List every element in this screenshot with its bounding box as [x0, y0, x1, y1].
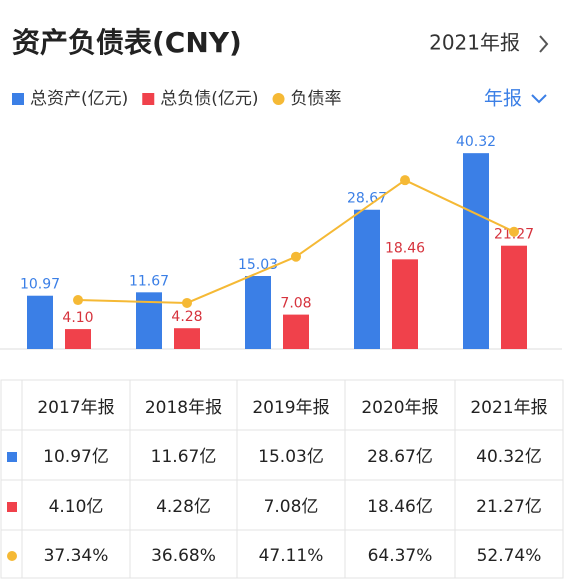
dropdown-icon[interactable]	[531, 94, 547, 104]
ratio-point	[182, 297, 192, 308]
bar	[65, 329, 91, 349]
legend-label: 负债率	[291, 89, 342, 109]
table-cell: 47.11%	[259, 546, 324, 566]
value-label: 7.08	[280, 296, 311, 312]
table-cell: 64.37%	[368, 546, 433, 566]
legend-swatch	[272, 93, 285, 105]
ratio-point	[400, 175, 410, 186]
ratio-point	[291, 251, 301, 262]
ratio-point	[73, 295, 83, 306]
bar	[463, 153, 489, 349]
value-label: 11.67	[129, 273, 169, 289]
table-cell: 11.67亿	[151, 447, 217, 467]
table-header: 2018年报	[145, 398, 222, 418]
table-cell: 4.10亿	[49, 497, 104, 517]
table-frame	[0, 379, 564, 579]
value-label: 28.67	[347, 191, 387, 207]
legend-swatch	[142, 93, 155, 105]
bar	[354, 209, 380, 349]
table-cell: 37.34%	[44, 546, 109, 566]
value-label: 18.46	[385, 240, 425, 256]
table-cell: 52.74%	[477, 546, 542, 566]
value-label: 10.97	[20, 277, 60, 293]
title: 资产负债表(CNY)	[12, 26, 242, 59]
row-swatch	[7, 502, 17, 512]
row-swatch	[7, 452, 17, 462]
table-header: 2019年报	[252, 398, 329, 418]
table-cell: 21.27亿	[476, 497, 542, 517]
table-header: 2020年报	[361, 398, 438, 418]
table-cell: 7.08亿	[264, 497, 319, 517]
period-selector[interactable]: 年报	[484, 88, 522, 110]
value-label: 4.28	[171, 309, 202, 325]
table-cell: 36.68%	[151, 546, 216, 566]
legend-label: 总负债(亿元)	[160, 89, 258, 109]
legend-label: 总资产(亿元)	[30, 89, 128, 109]
table-cell: 15.03亿	[258, 447, 324, 467]
bar	[245, 275, 271, 349]
bar	[283, 314, 309, 349]
chevron[interactable]	[539, 35, 549, 53]
legend-swatch	[12, 93, 24, 105]
bar	[27, 295, 53, 349]
value-label: 40.32	[456, 134, 496, 150]
table-header: 2021年报	[470, 398, 547, 418]
bar	[501, 245, 527, 349]
period[interactable]: 2021年报	[429, 31, 520, 55]
table-cell: 40.32亿	[476, 447, 542, 467]
table-cell: 18.46亿	[367, 497, 433, 517]
table-cell: 28.67亿	[367, 447, 433, 467]
value-label: 15.03	[238, 257, 278, 273]
ratio-point	[509, 226, 519, 237]
table-cell: 10.97亿	[43, 447, 109, 467]
table-cell: 4.28亿	[156, 497, 211, 517]
bar	[392, 259, 418, 349]
value-label: 4.10	[62, 310, 93, 326]
bar	[174, 328, 200, 349]
row-swatch	[7, 551, 17, 561]
table-header: 2017年报	[37, 398, 114, 418]
